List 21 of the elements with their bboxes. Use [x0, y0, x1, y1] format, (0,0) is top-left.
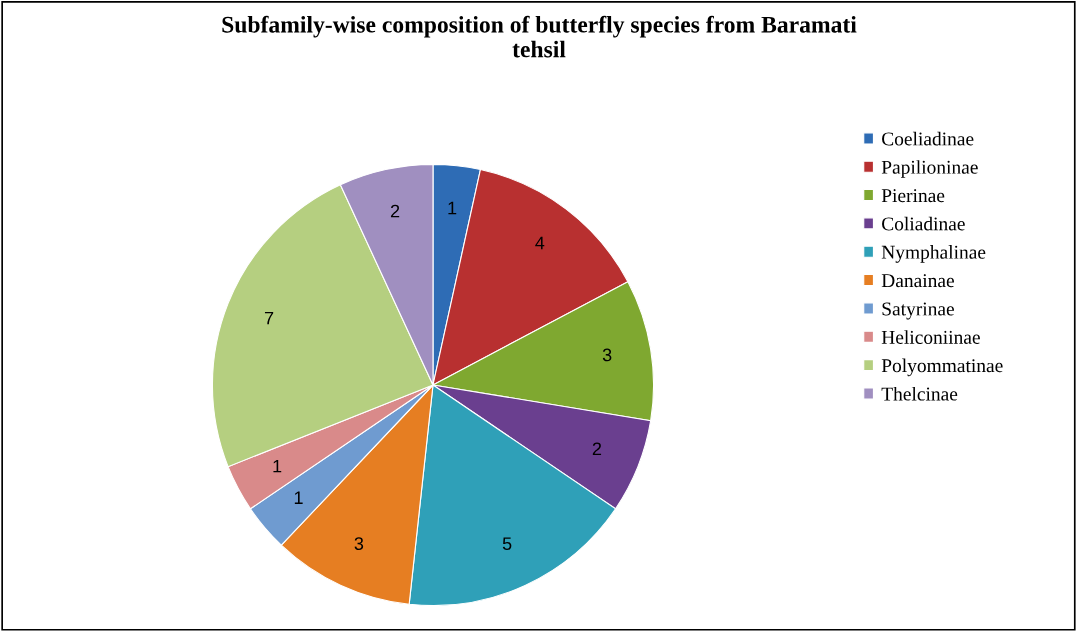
- data-label: 4: [535, 236, 545, 250]
- data-label: 7: [264, 311, 274, 325]
- data-label: 1: [294, 491, 303, 504]
- data-label: 3: [354, 537, 364, 551]
- data-label: 1: [273, 459, 282, 473]
- data-label: 1: [448, 201, 457, 215]
- chart-title: Subfamily-wise composition of butterfly species from Baramati tehsil: [222, 15, 857, 58]
- legend-label: Polyommatinae: [881, 358, 1003, 377]
- legend-label: Heliconiinae: [881, 330, 980, 344]
- data-label: 2: [592, 442, 602, 455]
- data-label: 3: [602, 348, 612, 362]
- legend-label: Coliadinae: [882, 216, 965, 231]
- legend-label: Papilioninae: [881, 160, 978, 178]
- legend-label: Danainae: [881, 274, 954, 288]
- legend-label: Thelcinae: [881, 386, 958, 401]
- legend-label: Satyrinae: [882, 302, 954, 320]
- data-label: 2: [390, 204, 400, 218]
- legend-label: Pierinae: [881, 189, 945, 203]
- legend-label: Nymphalinae: [881, 245, 986, 263]
- data-label: 5: [502, 537, 512, 551]
- legend-label: Coeliadinae: [882, 131, 974, 146]
